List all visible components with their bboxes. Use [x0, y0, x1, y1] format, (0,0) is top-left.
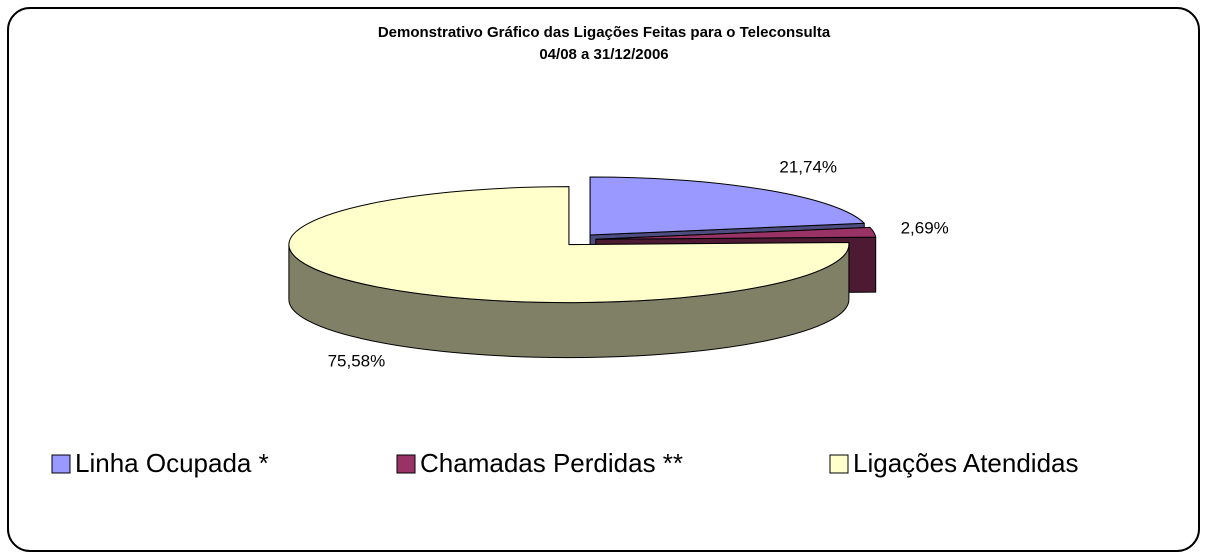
pie: 21,74% 2,69% 75,58%	[288, 157, 949, 370]
slice	[589, 176, 865, 236]
legend-label: Linha Ocupada *	[75, 448, 269, 478]
slice	[595, 226, 877, 240]
value-label: 75,58%	[328, 351, 386, 370]
value-label: 2,69%	[901, 218, 949, 237]
legend: Linha Ocupada * Chamadas Perdidas ** Ligaç…	[51, 448, 1079, 478]
chart-title: Demonstrativo Gráfico das Ligações Feita…	[378, 24, 831, 41]
legend-label: Chamadas Perdidas **	[420, 448, 683, 478]
legend-swatch	[51, 454, 71, 474]
legend-swatch	[396, 454, 416, 474]
chart-subtitle: 04/08 a 31/12/2006	[539, 46, 668, 63]
legend-swatch	[829, 454, 849, 474]
legend-label: Ligações Atendidas	[853, 448, 1079, 478]
value-label: 21,74%	[779, 157, 837, 176]
slice	[288, 186, 850, 304]
